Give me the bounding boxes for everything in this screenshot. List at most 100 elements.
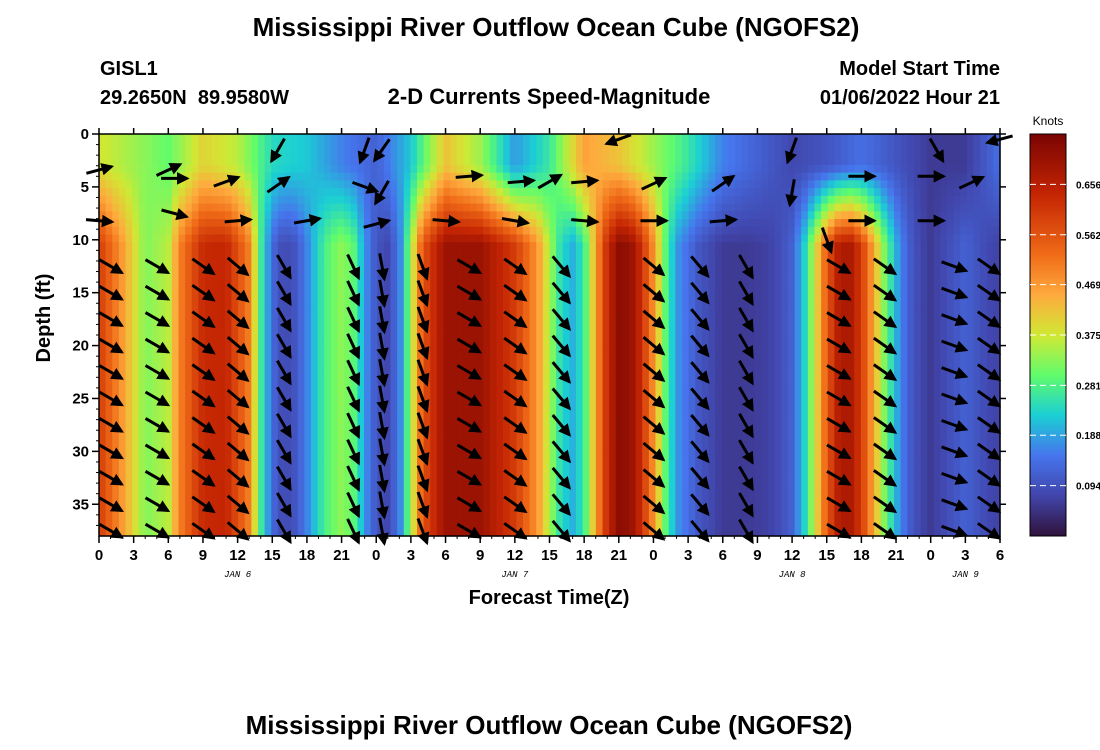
heatmap-cell bbox=[105, 203, 113, 212]
heatmap-cell bbox=[489, 458, 498, 468]
heatmap-cell bbox=[496, 481, 504, 491]
heatmap-cell bbox=[443, 497, 451, 506]
heatmap-cell bbox=[324, 335, 332, 344]
heatmap-cell bbox=[403, 288, 411, 297]
heatmap-cell bbox=[238, 458, 246, 468]
heatmap-cell bbox=[317, 134, 325, 143]
heatmap-cell bbox=[443, 466, 451, 475]
heatmap-cell bbox=[165, 311, 173, 321]
heatmap-cell bbox=[198, 188, 206, 197]
heatmap-cell bbox=[450, 134, 458, 143]
heatmap-cell bbox=[364, 404, 372, 413]
heatmap-cell bbox=[390, 242, 398, 251]
heatmap-cell bbox=[224, 396, 233, 406]
heatmap-cell bbox=[258, 280, 266, 290]
heatmap-cell bbox=[152, 389, 160, 398]
heatmap-cell bbox=[450, 149, 458, 158]
heatmap-cell bbox=[138, 219, 146, 228]
heatmap-cell bbox=[682, 458, 690, 468]
heatmap-cell bbox=[271, 327, 279, 336]
heatmap-cell bbox=[258, 257, 266, 267]
heatmap-cell bbox=[542, 412, 551, 421]
heatmap-cell bbox=[158, 141, 166, 151]
heatmap-cell bbox=[536, 342, 544, 352]
heatmap-cell bbox=[118, 203, 127, 212]
heatmap-cell bbox=[125, 211, 133, 220]
heatmap-cell bbox=[158, 350, 166, 359]
heatmap-cell bbox=[662, 427, 670, 437]
heatmap-cell bbox=[615, 273, 623, 282]
heatmap-cell bbox=[648, 234, 657, 243]
heatmap-cell bbox=[549, 396, 557, 406]
heatmap-cell bbox=[516, 304, 524, 313]
heatmap-cell bbox=[383, 242, 392, 251]
heatmap-cell bbox=[688, 195, 696, 205]
heatmap-cell bbox=[443, 528, 451, 537]
heatmap-cell bbox=[145, 327, 153, 336]
heatmap-cell bbox=[721, 350, 729, 359]
heatmap-cell bbox=[589, 481, 597, 491]
heatmap-cell bbox=[264, 350, 272, 359]
heatmap-cell bbox=[138, 296, 146, 305]
heatmap-cell bbox=[377, 157, 385, 166]
heatmap-cell bbox=[264, 458, 272, 468]
heatmap-cell bbox=[191, 458, 199, 468]
heatmap-cell bbox=[198, 489, 206, 498]
heatmap-cell bbox=[211, 420, 219, 429]
heatmap-cell bbox=[397, 420, 405, 429]
heatmap-cell bbox=[576, 404, 584, 413]
heatmap-cell bbox=[205, 327, 213, 336]
heatmap-cell bbox=[304, 489, 312, 498]
heatmap-cell bbox=[264, 257, 272, 267]
heatmap-cell bbox=[629, 396, 637, 406]
heatmap-cell bbox=[642, 172, 650, 181]
heatmap-cell bbox=[622, 350, 630, 359]
heatmap-cell bbox=[609, 481, 617, 491]
heatmap-cell bbox=[99, 226, 107, 236]
heatmap-cell bbox=[728, 396, 736, 406]
heatmap-cell bbox=[291, 505, 299, 514]
heatmap-cell bbox=[297, 226, 305, 236]
heatmap-cell bbox=[271, 474, 279, 483]
heatmap-cell bbox=[132, 311, 140, 321]
heatmap-cell bbox=[715, 358, 723, 367]
heatmap-cell bbox=[364, 296, 372, 305]
heatmap-cell bbox=[496, 296, 504, 305]
heatmap-cell bbox=[397, 365, 405, 375]
heatmap-cell bbox=[271, 404, 279, 413]
heatmap-cell bbox=[682, 420, 690, 429]
heatmap-cell bbox=[344, 443, 352, 452]
heatmap-cell bbox=[417, 288, 425, 297]
heatmap-cell bbox=[291, 489, 299, 498]
heatmap-cell bbox=[138, 280, 146, 290]
heatmap-cell bbox=[642, 273, 650, 282]
heatmap-cell bbox=[357, 249, 365, 259]
heatmap-cell bbox=[456, 211, 464, 220]
heatmap-cell bbox=[695, 180, 703, 189]
heatmap-cell bbox=[165, 443, 173, 452]
heatmap-cell bbox=[158, 172, 166, 181]
heatmap-cell bbox=[211, 219, 219, 228]
heatmap-cell bbox=[284, 311, 292, 321]
heatmap-cell bbox=[231, 512, 239, 522]
heatmap-cell bbox=[297, 327, 305, 336]
heatmap-cell bbox=[708, 443, 716, 452]
heatmap-cell bbox=[496, 265, 504, 274]
heatmap-cell bbox=[489, 466, 498, 475]
heatmap-cell bbox=[244, 489, 252, 498]
heatmap-cell bbox=[350, 141, 358, 151]
heatmap-cell bbox=[284, 211, 292, 220]
heatmap-cell bbox=[403, 474, 411, 483]
heatmap-cell bbox=[364, 234, 372, 243]
heatmap-cell bbox=[330, 342, 339, 352]
heatmap-cell bbox=[443, 427, 451, 437]
heatmap-cell bbox=[582, 520, 590, 529]
heatmap-cell bbox=[715, 489, 723, 498]
heatmap-cell bbox=[635, 342, 643, 352]
heatmap-cell bbox=[476, 296, 484, 305]
heatmap-cell bbox=[205, 280, 213, 290]
heatmap-cell bbox=[171, 365, 180, 375]
heatmap-cell bbox=[178, 489, 186, 498]
heatmap-cell bbox=[251, 404, 259, 413]
heatmap-cell bbox=[370, 520, 378, 529]
